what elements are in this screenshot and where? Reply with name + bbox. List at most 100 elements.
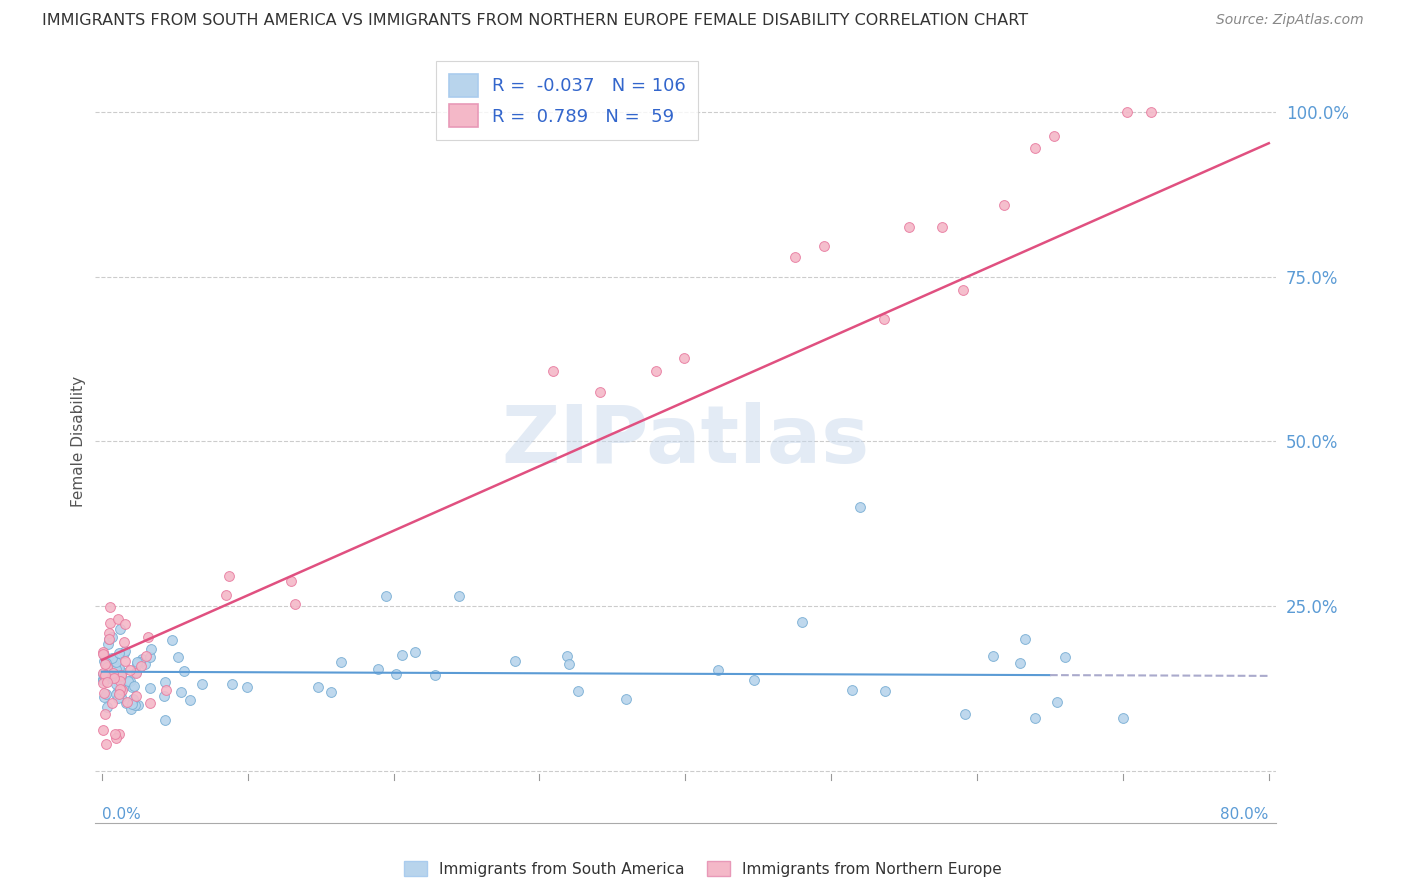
Text: IMMIGRANTS FROM SOUTH AMERICA VS IMMIGRANTS FROM NORTHERN EUROPE FEMALE DISABILI: IMMIGRANTS FROM SOUTH AMERICA VS IMMIGRA… (42, 13, 1028, 29)
Point (173, 664, 195, 678)
Point (872, 312, 894, 326)
Point (367, 662, 389, 676)
Point (115, 696, 138, 710)
Point (124, 679, 146, 693)
Legend: R =  -0.037   N = 106, R =  0.789   N =  59: R = -0.037 N = 106, R = 0.789 N = 59 (436, 61, 699, 140)
Point (100, 655, 122, 669)
Point (541, 364, 564, 378)
Point (384, 667, 406, 681)
Point (155, 683, 177, 698)
Point (115, 695, 138, 709)
Point (91, 672, 114, 686)
Point (981, 648, 1004, 663)
Point (124, 665, 146, 680)
Point (1053, 650, 1076, 665)
Point (673, 351, 696, 366)
Point (841, 682, 863, 697)
Point (100, 651, 122, 665)
Point (567, 684, 589, 698)
Point (94, 687, 117, 701)
Point (218, 569, 240, 583)
Point (96, 699, 118, 714)
Point (98, 599, 121, 614)
Point (134, 657, 156, 672)
Point (136, 630, 159, 644)
Point (108, 622, 131, 636)
Point (307, 680, 329, 694)
Point (280, 574, 302, 588)
Point (93, 648, 115, 662)
Point (93, 690, 115, 705)
Point (98, 670, 121, 684)
Point (93, 686, 115, 700)
Point (121, 680, 143, 694)
Point (558, 657, 581, 671)
Point (897, 220, 920, 235)
Point (645, 364, 668, 378)
Point (139, 681, 162, 696)
Point (96, 675, 118, 690)
Point (319, 685, 342, 699)
Point (97, 671, 120, 685)
Point (117, 673, 139, 688)
Point (589, 385, 612, 400)
Point (111, 683, 134, 698)
Point (993, 198, 1015, 212)
Point (138, 649, 160, 664)
Point (91, 676, 114, 690)
Point (107, 675, 129, 690)
Point (103, 671, 125, 685)
Point (111, 665, 134, 679)
Point (97, 632, 120, 647)
Point (952, 283, 974, 297)
Point (110, 668, 132, 682)
Point (139, 696, 162, 710)
Point (93, 669, 115, 683)
Point (931, 220, 953, 235)
Point (141, 641, 163, 656)
Point (167, 650, 190, 665)
Text: ZIPatlas: ZIPatlas (501, 402, 869, 481)
Point (104, 687, 127, 701)
Point (94, 737, 117, 751)
Point (873, 684, 896, 698)
Point (91, 647, 114, 661)
Point (110, 682, 132, 697)
Point (94, 657, 117, 672)
Point (1014, 632, 1036, 646)
Point (93, 707, 115, 722)
Point (110, 669, 132, 683)
Text: 80.0%: 80.0% (1220, 807, 1268, 822)
Point (121, 697, 143, 711)
Point (94, 656, 117, 670)
Point (105, 664, 128, 678)
Point (1024, 711, 1046, 725)
Point (1010, 657, 1032, 671)
Point (111, 680, 134, 694)
Point (104, 727, 127, 741)
Point (91, 645, 114, 659)
Point (129, 655, 152, 669)
Point (449, 589, 471, 603)
Point (114, 617, 136, 632)
Point (783, 250, 806, 264)
Point (103, 671, 125, 685)
Point (105, 655, 128, 669)
Text: Source: ZipAtlas.com: Source: ZipAtlas.com (1216, 13, 1364, 28)
Point (849, 500, 872, 515)
Point (503, 654, 526, 668)
Point (91, 723, 114, 737)
Point (107, 661, 129, 675)
Point (110, 684, 132, 698)
Point (127, 655, 149, 669)
Point (375, 589, 398, 603)
Point (103, 660, 125, 674)
Point (153, 674, 176, 689)
Point (94, 668, 117, 682)
Point (127, 657, 149, 672)
Point (100, 657, 122, 672)
Point (91, 673, 114, 688)
Legend: Immigrants from South America, Immigrants from Northern Europe: Immigrants from South America, Immigrant… (396, 853, 1010, 884)
Point (103, 657, 125, 671)
Point (107, 683, 129, 698)
